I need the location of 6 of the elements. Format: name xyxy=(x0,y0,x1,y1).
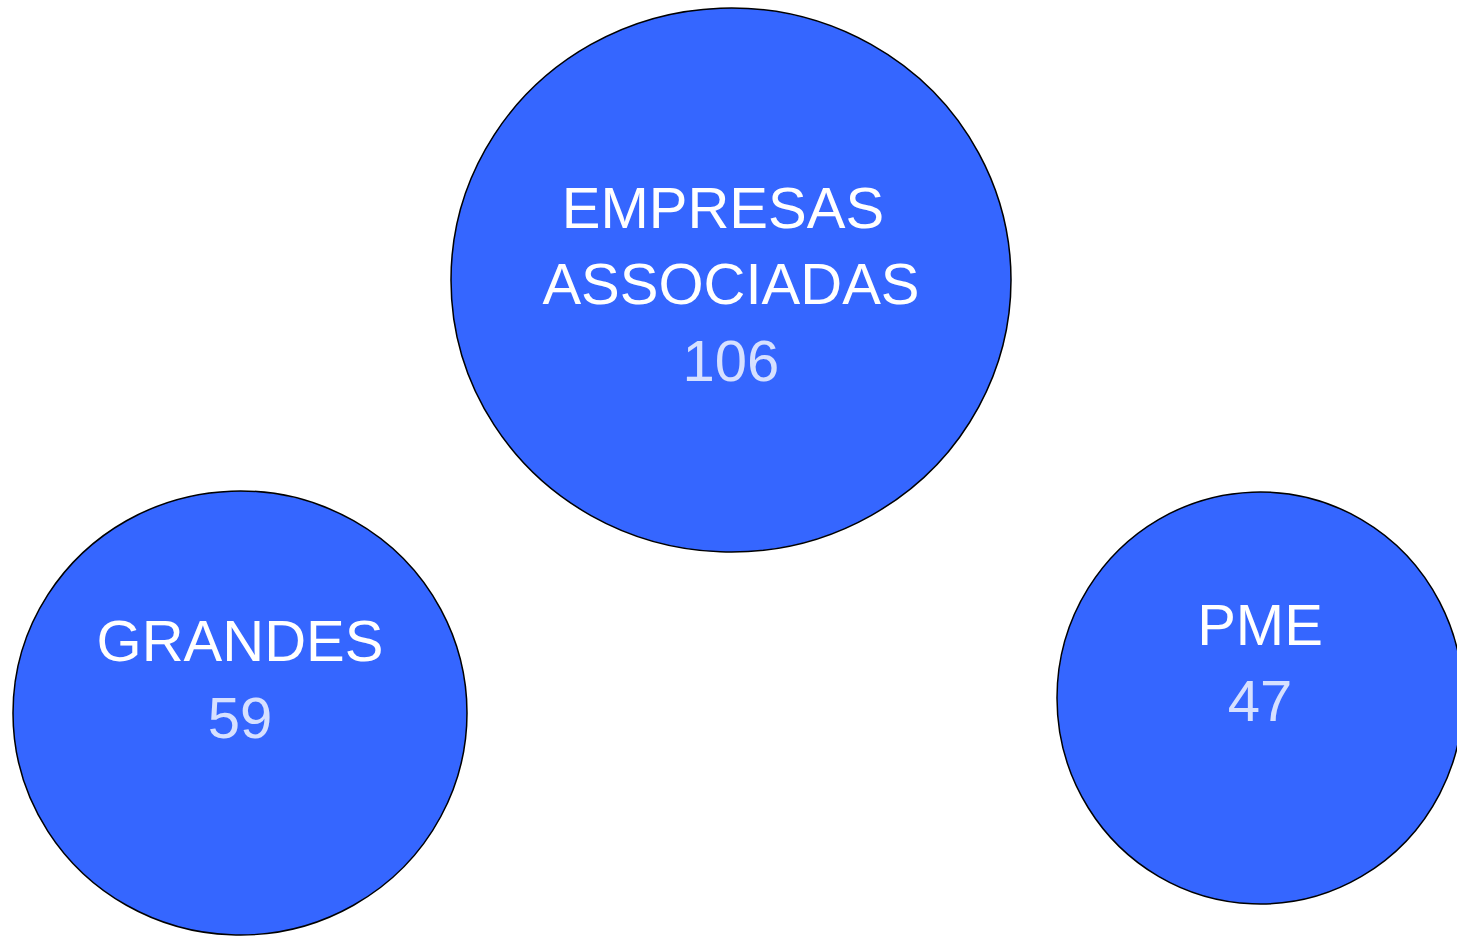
data-label: 106 xyxy=(682,327,780,393)
data-label: 47 xyxy=(1227,667,1293,733)
data-label: 59 xyxy=(207,684,273,750)
category-label: PME xyxy=(1197,591,1323,657)
category-label: EMPRESAS ASSOCIADAS xyxy=(542,174,920,316)
category-label: GRANDES xyxy=(96,607,384,673)
